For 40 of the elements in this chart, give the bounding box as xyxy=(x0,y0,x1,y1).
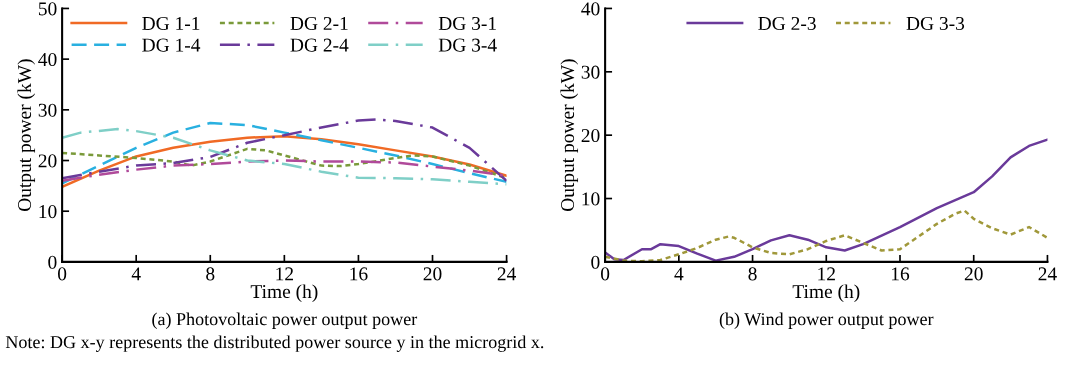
legend-label: DG 2-1 xyxy=(290,16,348,31)
legend-label: DG 3-1 xyxy=(438,16,496,31)
x-tick-label: 8 xyxy=(748,267,757,281)
x-axis-title: Time (h) xyxy=(792,284,860,303)
legend-label: DG 2-3 xyxy=(758,16,816,31)
x-tick-label: 4 xyxy=(131,267,141,281)
x-tick-label: 4 xyxy=(674,267,684,281)
y-tick-label: 50 xyxy=(38,2,57,16)
y-tick-label: 0 xyxy=(48,255,57,269)
y-tick-label: 0 xyxy=(591,255,600,269)
x-tick-label: 20 xyxy=(964,267,983,281)
legend-label: DG 1-1 xyxy=(142,16,200,31)
text: Note: DG x-y represents the distributed power source y in the microgrid x. xyxy=(5,335,544,352)
y-tick-label: 40 xyxy=(38,52,57,67)
legend-label: DG 1-4 xyxy=(142,38,201,52)
x-tick-label: 0 xyxy=(601,267,610,281)
x-tick-label: 16 xyxy=(891,267,910,281)
y-tick-label: 20 xyxy=(581,128,600,143)
y-tick-label: 40 xyxy=(581,2,600,16)
x-tick-label: 20 xyxy=(423,267,442,281)
y-tick-label: 30 xyxy=(581,65,600,79)
text: (b) Wind power output power xyxy=(719,312,934,329)
y-tick-label: 30 xyxy=(38,103,57,117)
x-tick-label: 16 xyxy=(350,267,368,281)
y-tick-label: 10 xyxy=(582,192,600,206)
legend-label: DG 3-3 xyxy=(906,16,965,31)
y-axis-title: Output power (kW) xyxy=(560,59,579,212)
x-tick-label: 12 xyxy=(276,267,293,281)
x-tick-label: 24 xyxy=(1038,267,1057,281)
x-tick-label: 24 xyxy=(497,267,516,281)
x-tick-label: 12 xyxy=(818,267,835,281)
x-axis-title: Time (h) xyxy=(250,284,318,303)
legend-label: DG 2-4 xyxy=(290,38,349,52)
x-tick-label: 0 xyxy=(58,267,67,281)
x-tick-label: 8 xyxy=(206,267,215,281)
y-axis-title: Output power (kW) xyxy=(17,59,36,212)
y-tick-label: 20 xyxy=(38,154,57,168)
text: (a) Photovoltaic power output power xyxy=(152,312,418,329)
legend-label: DG 3-4 xyxy=(438,38,497,52)
y-tick-label: 10 xyxy=(39,205,57,219)
